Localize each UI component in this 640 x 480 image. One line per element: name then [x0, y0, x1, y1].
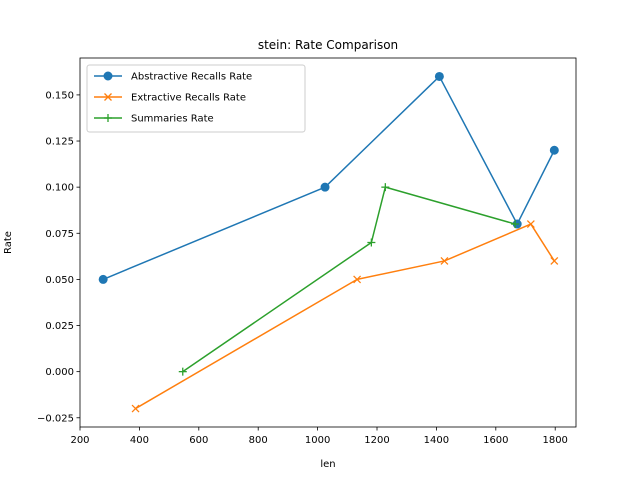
x-tick-label-200: 200: [70, 435, 89, 446]
x-tick-label-1600: 1600: [483, 435, 508, 446]
x-tick-label-1400: 1400: [424, 435, 449, 446]
series-layer: [98, 71, 559, 413]
legend-marker-1: [104, 93, 112, 101]
legend-label-2: Summaries Rate: [131, 114, 214, 125]
y-tick-label-5: 0.100: [45, 183, 74, 194]
data-point-1-3: [526, 220, 535, 229]
data-point-1-1: [353, 275, 362, 284]
data-point-0-1: [320, 182, 330, 192]
axes-layer: 200 400 600 800 1000 1200 1400 1600 1800 −0.025 0.…: [37, 57, 577, 446]
y-tick-label-1: 0.000: [45, 367, 74, 378]
x-tick-label-400: 400: [130, 435, 149, 446]
chart-title: stein: Rate Comparison: [258, 38, 398, 52]
data-point-2-1: [367, 238, 376, 247]
plot-frame: [79, 57, 577, 428]
legend-marker-0: [103, 71, 113, 81]
y-tick-label-3: 0.050: [45, 275, 74, 286]
legend-label-1: Extractive Recalls Rate: [131, 93, 246, 104]
y-tick-label-0: −0.025: [37, 413, 74, 424]
legend-marker-2: [104, 114, 112, 122]
y-tick-label-6: 0.125: [45, 137, 74, 148]
legend-label-0: Abstractive Recalls Rate: [131, 72, 252, 83]
data-point-1-2: [440, 256, 449, 265]
x-tick-label-1800: 1800: [542, 435, 567, 446]
y-tick-label-4: 0.075: [45, 229, 74, 240]
data-point-1-0: [131, 404, 140, 413]
data-point-2-0: [178, 367, 187, 376]
data-point-0-0: [98, 274, 108, 284]
legend-box: [86, 64, 306, 133]
data-point-0-2: [434, 71, 444, 81]
data-point-0-4: [549, 145, 559, 155]
y-axis-label: Rate: [3, 231, 14, 254]
x-tick-label-1000: 1000: [305, 435, 330, 446]
data-point-2-2: [381, 183, 390, 192]
y-tick-label-7: 0.150: [45, 90, 74, 101]
x-tick-label-600: 600: [189, 435, 208, 446]
data-point-2-3: [511, 220, 520, 229]
x-axis-label: len: [320, 459, 335, 470]
x-tick-label-800: 800: [249, 435, 268, 446]
data-point-1-4: [550, 256, 559, 265]
x-tick-label-1200: 1200: [364, 435, 389, 446]
legend: Abstractive Recalls Rate Extractive Recal…: [86, 64, 306, 133]
y-tick-label-2: 0.025: [45, 321, 74, 332]
series-line-2: [182, 186, 516, 373]
